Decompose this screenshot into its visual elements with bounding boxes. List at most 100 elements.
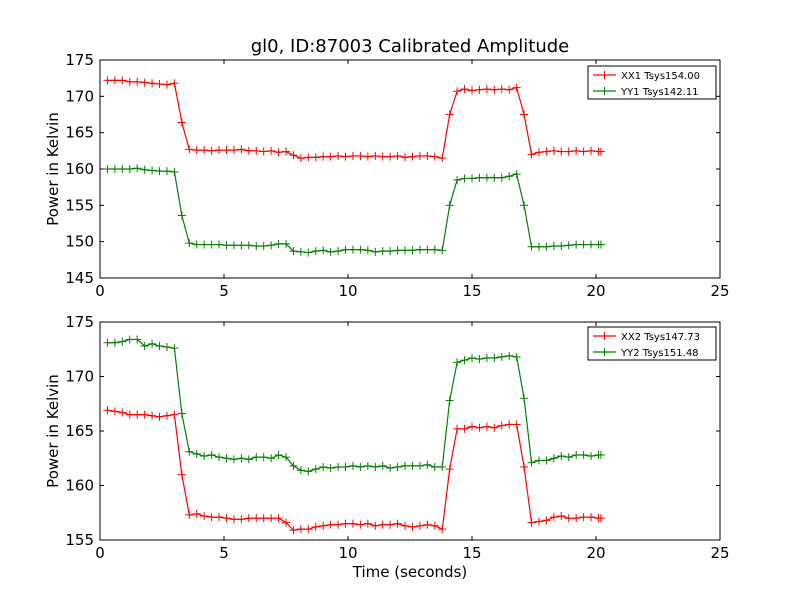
- bottom-legend-label: YY2 Tsys151.48: [620, 348, 699, 359]
- bottom-series-1-point: [215, 453, 224, 462]
- bottom-series-0-point: [140, 410, 149, 419]
- bottom-series-1-point: [170, 344, 179, 353]
- top-series-1-point: [274, 239, 283, 248]
- top-series-1-point: [378, 247, 387, 256]
- top-series-1-point: [289, 247, 298, 256]
- top-series-1-point: [482, 173, 491, 182]
- top-series-0-point: [133, 77, 142, 86]
- bottom-series-0-point: [237, 515, 246, 524]
- top-series-1-point: [475, 173, 484, 182]
- bottom-series-0-point: [490, 423, 499, 432]
- top-series-0-point: [587, 146, 596, 155]
- top-series-0-point: [162, 80, 171, 89]
- top-y-tick-label: 160: [65, 160, 94, 178]
- bottom-series-1-point: [162, 343, 171, 352]
- bottom-series-1-point: [363, 461, 372, 470]
- top-series-0-point: [430, 152, 439, 161]
- bottom-series-0-point: [215, 513, 224, 522]
- bottom-series-0-point: [378, 520, 387, 529]
- bottom-series-1-point: [408, 461, 417, 470]
- bottom-series-0-point: [505, 420, 514, 429]
- top-series-1-point: [415, 245, 424, 254]
- bottom-series-0-point: [244, 514, 253, 523]
- top-series-1-point: [393, 246, 402, 255]
- bottom-series-1-point: [222, 454, 231, 463]
- top-series-0-point: [185, 145, 194, 154]
- top-series-1-point: [445, 201, 454, 210]
- top-series-0-point: [170, 79, 179, 88]
- top-series-1-point: [259, 242, 268, 251]
- top-series-1-point: [579, 240, 588, 249]
- bottom-series-1-point: [118, 337, 127, 346]
- top-series-0-point: [596, 147, 605, 156]
- bottom-x-tick-label: 0: [95, 544, 105, 562]
- bottom-series-1-point: [326, 464, 335, 473]
- bottom-series-0-point: [468, 422, 476, 431]
- bottom-series-1-point: [207, 450, 216, 459]
- bottom-series-0-point: [549, 513, 558, 522]
- bottom-series-0-point: [125, 410, 134, 419]
- top-series-1-point: [319, 246, 328, 255]
- top-series-1-point: [222, 241, 231, 250]
- bottom-series-1-point: [371, 462, 380, 471]
- top-series-1-point: [423, 245, 432, 254]
- top-legend-label: XX1 Tsys154.00: [621, 71, 700, 82]
- bottom-series-0-point: [319, 521, 328, 530]
- top-series-0-point: [319, 152, 328, 161]
- bottom-series-1-point: [148, 339, 157, 348]
- top-series-0-point: [244, 146, 253, 155]
- top-series-1-point: [512, 170, 521, 179]
- bottom-y-tick-label: 175: [65, 313, 94, 331]
- bottom-series-1-point: [259, 453, 268, 462]
- bottom-y-tick-label: 160: [65, 477, 94, 495]
- bottom-series-1-point: [185, 447, 194, 456]
- top-x-tick-label: 10: [338, 282, 357, 300]
- bottom-series-0-point: [587, 513, 596, 522]
- bottom-series-0-point: [363, 519, 372, 528]
- bottom-series-0-point: [408, 522, 417, 531]
- top-series-0-point: [296, 154, 305, 163]
- bottom-series-1-point: [155, 341, 164, 350]
- top-series-1-point: [148, 166, 157, 175]
- bottom-series-1-point: [393, 462, 402, 471]
- bottom-series-0-point: [326, 520, 335, 529]
- top-series-1-point: [334, 247, 343, 256]
- bottom-series-0-point: [596, 514, 605, 523]
- bottom-series-0-point: [527, 518, 536, 527]
- bottom-series-1-point: [430, 462, 439, 471]
- top-series-1-point: [244, 241, 253, 250]
- top-series-0-point: [415, 151, 424, 160]
- top-series-1-point: [267, 241, 276, 250]
- top-series-0-point: [237, 145, 246, 154]
- top-series-0-point: [252, 146, 261, 155]
- bottom-series-0-point: [430, 521, 439, 530]
- bottom-series-1-point: [438, 462, 447, 471]
- bottom-series-1-point: [103, 338, 112, 347]
- bottom-series-1-point: [125, 335, 134, 344]
- top-series-1-point: [125, 165, 134, 173]
- top-series-1-point: [572, 240, 581, 249]
- bottom-series-0-point: [177, 470, 186, 479]
- top-plot: 0 5 10 15 20 25 145 150 155 160 165 170 175 Power in …: [44, 51, 730, 300]
- top-series-1-point: [549, 242, 558, 251]
- top-series-0-point: [378, 152, 387, 161]
- bottom-y-axis-label: Power in Kelvin: [44, 374, 62, 488]
- top-series-1-point: [587, 240, 596, 249]
- top-series-1-point: [207, 240, 216, 249]
- bottom-series-0-point: [386, 520, 395, 529]
- top-series-1-point: [356, 245, 365, 254]
- bottom-series-0-point: [475, 423, 484, 432]
- top-series-1-point: [371, 247, 380, 256]
- bottom-series-1-point: [527, 458, 536, 467]
- top-series-0-point: [490, 85, 499, 94]
- top-series-0-point: [341, 152, 350, 161]
- top-series-0-point: [505, 85, 514, 94]
- top-series-0-point: [445, 110, 454, 119]
- top-series-0-point: [125, 77, 134, 86]
- bottom-series-1-point: [229, 455, 238, 464]
- bottom-series-1-point: [348, 461, 357, 470]
- bottom-series-1-point: [549, 454, 558, 463]
- top-series-1-point: [162, 167, 171, 176]
- top-series-1-point: [460, 174, 469, 183]
